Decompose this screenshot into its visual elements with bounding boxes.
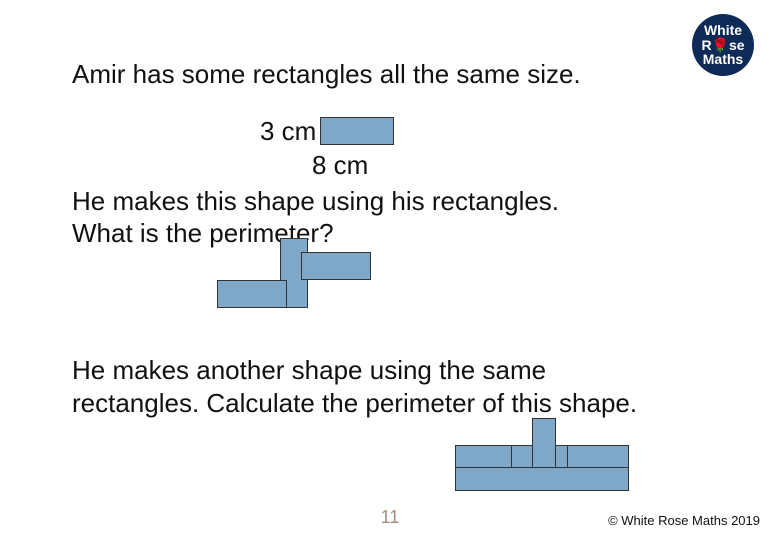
brand-logo: White R🌹se Maths [692, 14, 754, 76]
para3-block: He makes another shape using the same re… [72, 354, 660, 419]
intro-text: Amir has some rectangles all the same si… [72, 58, 660, 91]
shape-2 [455, 418, 635, 508]
dimension-block: 3 cm 8 cm [72, 115, 660, 183]
label-8cm: 8 cm [312, 149, 368, 182]
logo-line3: Maths [703, 52, 743, 67]
shape2-piece [567, 445, 629, 469]
logo-line2: R🌹se [701, 38, 744, 53]
main-content: Amir has some rectangles all the same si… [72, 58, 660, 250]
logo-line1: White [704, 23, 742, 38]
shape1-piece [217, 280, 287, 308]
sample-rectangle [320, 117, 394, 145]
shape1-piece [301, 252, 371, 280]
label-3cm: 3 cm [260, 115, 316, 148]
shape2-piece [455, 445, 517, 469]
shape2-piece [455, 467, 629, 491]
para2-line1: He makes this shape using his rectangles… [72, 185, 660, 218]
page-number: 11 [381, 507, 400, 528]
copyright-text: © White Rose Maths 2019 [608, 513, 760, 528]
para3-text: He makes another shape using the same re… [72, 354, 660, 419]
shape-1 [193, 238, 393, 318]
